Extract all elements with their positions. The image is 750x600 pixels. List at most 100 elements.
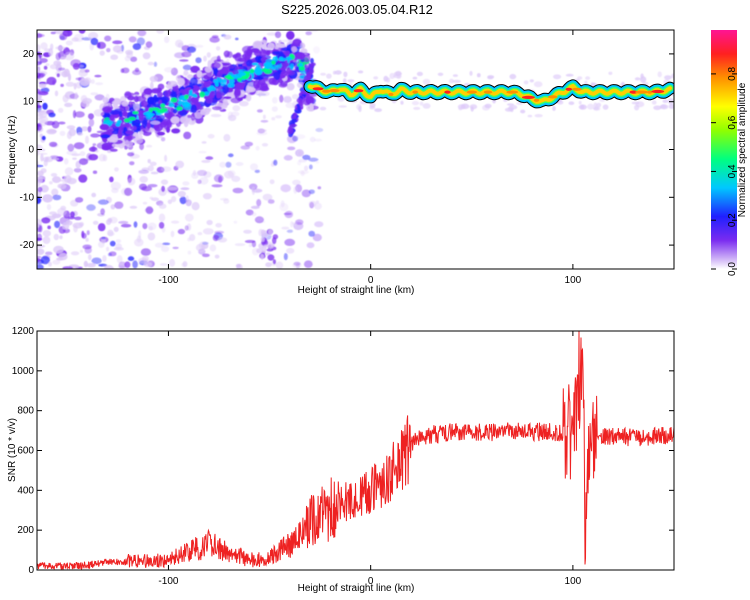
spectrogram-blob xyxy=(291,94,299,100)
spectrogram-blob xyxy=(111,187,119,194)
snr-panel: -100 0 100 0 200 400 600 800 1000 1200 Height of… xyxy=(7,326,675,594)
spectrogram-blob xyxy=(634,77,641,81)
spectrogram-blob xyxy=(191,172,199,180)
spectrogram-blob xyxy=(313,46,320,54)
spectrogram-blob xyxy=(128,36,137,43)
spectrogram-blob xyxy=(133,102,140,111)
spectrogram-blob xyxy=(101,106,112,113)
spectrogram-blob xyxy=(63,51,75,61)
spectrogram-blob xyxy=(158,203,167,209)
spectrogram-blob xyxy=(73,168,82,173)
spectrogram-blob xyxy=(587,103,594,110)
spectrogram-blob xyxy=(48,48,54,57)
spectrogram-blob xyxy=(37,264,44,269)
spectrogram-blob xyxy=(112,45,122,53)
spectrogram-blob xyxy=(275,43,286,48)
spectrogram-blob xyxy=(265,262,272,268)
spectrogram-blob xyxy=(37,98,45,103)
spectrogram-blob xyxy=(139,142,145,151)
spectrogram-blob xyxy=(54,220,61,229)
spectrogram-blob xyxy=(65,40,73,46)
spectrogram-blob xyxy=(90,133,100,138)
spectrogram-blob xyxy=(266,32,278,36)
spectrogram-blob xyxy=(277,57,287,62)
spectrogram-blob xyxy=(298,99,303,106)
spectrogram-blob xyxy=(128,101,134,108)
spectrogram-track-peak xyxy=(572,87,582,91)
spectrogram-blob xyxy=(132,43,142,50)
spectrogram-blob xyxy=(671,73,674,79)
snr-x-tick-label: -100 xyxy=(158,576,178,587)
spectrogram-track-peak xyxy=(533,98,540,102)
spectrogram-blob xyxy=(262,77,269,82)
spectrogram-blob xyxy=(553,74,562,80)
spectrogram-blob xyxy=(197,232,203,236)
spectrogram-track-peak xyxy=(635,90,649,94)
spectrogram-blob xyxy=(565,73,574,77)
spectrogram-blob xyxy=(177,77,185,87)
spectrogram-blob xyxy=(37,88,41,94)
spectrogram-blob xyxy=(286,83,295,91)
spectrogram-blob xyxy=(187,237,192,242)
spectrogram-blob xyxy=(54,90,59,97)
spectrogram-blob xyxy=(37,61,42,66)
spectrogram-blob xyxy=(109,176,114,183)
spectrogram-blob xyxy=(253,79,261,89)
spectrogram-blob xyxy=(64,167,74,176)
spectrogram-blob xyxy=(38,83,47,88)
spectrogram-blob xyxy=(293,186,298,194)
spectrogram-blob xyxy=(127,95,135,101)
spectrogram-blob xyxy=(190,65,200,73)
spectrogram-blob xyxy=(202,253,210,258)
spectrogram-blob xyxy=(72,157,77,160)
spectrogram-blob xyxy=(286,70,296,76)
spectrogram-blob xyxy=(190,113,196,121)
spectrogram-blob xyxy=(79,151,86,157)
spectrogram-blob xyxy=(37,94,42,100)
spectrogram-blob xyxy=(272,234,279,240)
spectrogram-blob xyxy=(664,75,672,80)
spectrogram-blob xyxy=(94,94,105,101)
spectrogram-blob xyxy=(260,236,265,242)
spectrogram-blob xyxy=(211,184,223,188)
spectrogram-blob xyxy=(43,65,48,70)
spectrogram-blob xyxy=(162,121,170,126)
spectrogram-blob xyxy=(195,57,202,64)
spectrogram-blob xyxy=(457,104,466,110)
spectrogram-blob xyxy=(168,102,175,108)
spectrogram-blob xyxy=(290,123,298,127)
spectrogram-blob xyxy=(51,188,59,197)
spectrogram-blob xyxy=(291,46,297,53)
colorbar-tick-label: 0.4 xyxy=(727,164,738,178)
spectrogram-blob xyxy=(37,233,42,241)
spectrogram-track-peak xyxy=(466,90,477,94)
spectrogram-blob xyxy=(552,106,556,111)
spectrogram-track-peak xyxy=(548,95,558,99)
spectrogram-plot-area xyxy=(37,30,674,269)
spectrogram-blob xyxy=(332,70,337,75)
spectrogram-blob xyxy=(202,193,212,200)
spectrogram-blob xyxy=(60,83,64,87)
spectrogram-blob xyxy=(227,114,237,122)
spectrogram-blob xyxy=(319,106,327,111)
spectrogram-blob xyxy=(147,165,154,172)
spectrogram-blob xyxy=(634,104,640,111)
spectrogram-blob xyxy=(74,111,85,118)
spectrogram-blob xyxy=(91,257,102,265)
snr-x-ticks: -100 0 100 xyxy=(158,331,582,587)
spectrogram-blob xyxy=(53,245,64,254)
spectrogram-blob xyxy=(245,85,251,94)
spectrogram-blob xyxy=(245,94,252,102)
spectrogram-blob xyxy=(138,111,144,121)
spectrogram-blob xyxy=(177,190,186,198)
spectrogram-blob xyxy=(37,164,44,168)
spectrogram-blob xyxy=(40,42,48,50)
spectrogram-blob xyxy=(248,243,253,248)
spectrogram-blob xyxy=(102,255,107,262)
spectrogram-blob xyxy=(112,99,122,105)
spectrogram-blob xyxy=(50,173,58,177)
spectrogram-blob xyxy=(37,258,41,262)
spectrogram-blob xyxy=(58,183,67,189)
spectrogram-blob xyxy=(100,208,105,216)
spectrogram-blob xyxy=(111,143,121,148)
